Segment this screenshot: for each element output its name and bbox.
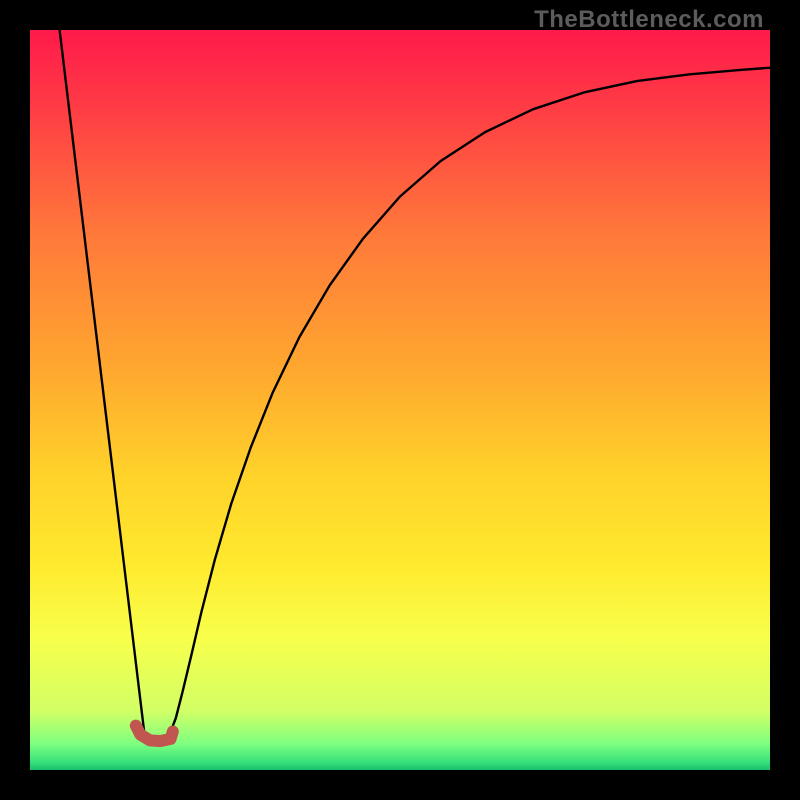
left-line	[60, 30, 144, 730]
curves-layer	[30, 30, 770, 770]
right-curve	[171, 68, 770, 732]
plot-area	[30, 30, 770, 770]
valley-cap	[136, 726, 173, 742]
canvas: TheBottleneck.com	[0, 0, 800, 800]
watermark-text: TheBottleneck.com	[534, 6, 764, 34]
